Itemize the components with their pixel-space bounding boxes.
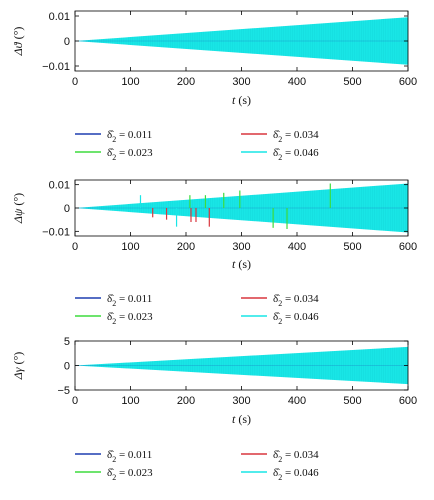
x-tick-label: 300 (232, 241, 250, 253)
legend: δ̂2 = 0.011 δ̂2 = 0.023 δ̂2 = 0.034 δ̂2 = 0… (75, 293, 319, 326)
legend: δ̂2 = 0.011 δ̂2 = 0.023 δ̂2 = 0.034 δ̂2 = 0… (75, 449, 319, 482)
legend-label: δ̂2 = 0.034 (273, 293, 319, 308)
legend-label: δ̂2 = 0.011 (107, 293, 152, 308)
y-axis-label: Δϑ (°) (11, 27, 25, 57)
y-axis-label: Δγ (°) (11, 352, 25, 381)
legend-label: δ̂2 = 0.023 (107, 467, 153, 482)
y-tick-label: 0 (64, 361, 70, 373)
legend-label: δ̂2 = 0.034 (273, 129, 319, 144)
x-tick-label: 400 (288, 241, 306, 253)
legend-label: δ̂2 = 0.011 (107, 129, 152, 144)
legend-label: δ̂2 = 0.023 (107, 311, 153, 326)
y-tick-label: −0.01 (42, 61, 70, 73)
legend-label: δ̂2 = 0.046 (273, 147, 319, 162)
y-tick-label: 0.01 (49, 180, 70, 192)
legend-label: δ̂2 = 0.046 (273, 311, 319, 326)
y-tick-label: 0 (64, 36, 70, 48)
legend: δ̂2 = 0.011 δ̂2 = 0.023 δ̂2 = 0.034 δ̂2 = 0… (75, 129, 319, 162)
x-axis-label: t (s) (232, 257, 251, 271)
oscillation-texture (77, 17, 409, 65)
x-tick-label: 400 (288, 76, 306, 88)
y-tick-label: 5 (64, 336, 70, 348)
x-tick-label: 200 (177, 395, 195, 407)
x-tick-label: 0 (72, 395, 78, 407)
legend-label: δ̂2 = 0.034 (273, 449, 319, 464)
x-axis-label: t (s) (232, 93, 251, 107)
x-tick-label: 0 (72, 76, 78, 88)
oscillation-texture (77, 183, 409, 233)
y-tick-label: 0 (64, 203, 70, 215)
x-tick-label: 600 (399, 76, 417, 88)
x-tick-label: 100 (121, 395, 139, 407)
legend-label: δ̂2 = 0.011 (107, 449, 152, 464)
x-tick-label: 400 (288, 395, 306, 407)
x-axis-label: t (s) (232, 412, 251, 426)
x-tick-label: 100 (121, 76, 139, 88)
x-tick-label: 0 (72, 241, 78, 253)
x-tick-label: 500 (343, 395, 361, 407)
y-axis-label: Δψ (°) (11, 193, 25, 224)
y-tick-label: −0.01 (42, 226, 70, 238)
x-tick-label: 600 (399, 241, 417, 253)
y-tick-label: −5 (57, 385, 70, 397)
y-tick-label: 0.01 (49, 11, 70, 23)
x-tick-label: 500 (343, 76, 361, 88)
x-tick-label: 300 (232, 76, 250, 88)
x-tick-label: 500 (343, 241, 361, 253)
x-tick-label: 300 (232, 395, 250, 407)
legend-label: δ̂2 = 0.023 (107, 147, 153, 162)
x-tick-label: 100 (121, 241, 139, 253)
oscillation-texture (77, 346, 409, 385)
x-tick-label: 600 (399, 395, 417, 407)
legend-label: δ̂2 = 0.046 (273, 467, 319, 482)
x-tick-label: 200 (177, 76, 195, 88)
x-tick-label: 200 (177, 241, 195, 253)
